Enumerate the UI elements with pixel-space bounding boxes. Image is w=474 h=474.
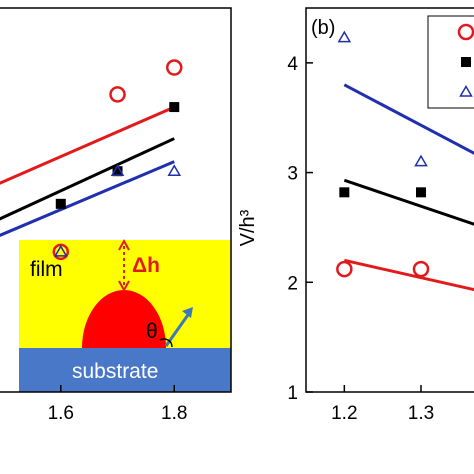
- point-red-2: [166, 59, 183, 76]
- film-label: film: [30, 258, 63, 281]
- point-black-0: [339, 187, 350, 198]
- contact-angle-arc: [159, 338, 173, 348]
- point-red-0: [336, 260, 353, 278]
- contact-angle-arrow: [164, 311, 192, 347]
- point-blue-2: [167, 164, 182, 176]
- y-tick-label: 1: [287, 383, 298, 404]
- contact-angle-arrowhead: [182, 307, 193, 318]
- delta-h-label: Δh: [132, 254, 160, 277]
- substrate-label: substrate: [72, 360, 158, 383]
- point-red-1: [412, 260, 430, 278]
- fit-line-blue: [0, 160, 175, 237]
- axes: [305, 7, 474, 393]
- panel-label: (b): [311, 17, 335, 39]
- legend-marker-red: [457, 23, 474, 41]
- plot-frame: [0, 7, 232, 393]
- data-points: [336, 30, 430, 278]
- data-points: [52, 59, 183, 261]
- x-tick-label: 1.6: [48, 403, 74, 424]
- point-black-2: [169, 102, 180, 113]
- point-blue-1: [110, 164, 125, 176]
- plot-frame: [305, 7, 474, 393]
- substrate-layer: [19, 348, 231, 392]
- delta-h-arrowhead-bottom: [118, 280, 130, 293]
- point-blue-1: [414, 154, 428, 167]
- legend: [427, 15, 474, 109]
- fit-line-black: [0, 137, 175, 221]
- delta-h-arrowhead-top: [118, 238, 130, 251]
- droplet: [82, 290, 166, 348]
- fit-lines: [0, 105, 175, 237]
- x-tick-label: 1.3: [408, 403, 434, 424]
- point-red-0: [52, 243, 70, 261]
- point-black-0: [55, 198, 66, 209]
- x-ticks: 1.2 1.3: [331, 385, 434, 424]
- fit-line-red: [344, 258, 474, 292]
- panel-a: film substrate Δh θ 1.6 1.8: [0, 7, 232, 424]
- theta-label: θ: [146, 320, 158, 343]
- legend-marker-black: [461, 57, 471, 67]
- fit-line-black: [343, 178, 474, 226]
- fit-line-red: [0, 105, 175, 185]
- point-blue-0: [337, 30, 352, 43]
- x-tick-label: 1.2: [331, 403, 357, 424]
- y-ticks: 1 2 3 4: [287, 54, 313, 404]
- point-red-1: [109, 86, 126, 103]
- inset-schematic: film substrate Δh θ: [19, 238, 231, 392]
- fit-lines: [343, 83, 474, 292]
- y-tick-label: 4: [287, 54, 298, 75]
- y-tick-label: 3: [287, 164, 298, 185]
- y-tick-label: 2: [287, 273, 298, 294]
- y-axis-title: V/h³: [237, 209, 259, 246]
- point-black-1: [112, 166, 123, 177]
- x-tick-label: 1.8: [161, 403, 187, 424]
- point-blue-0: [53, 244, 68, 257]
- point-black-1: [416, 187, 426, 198]
- axes: [0, 7, 232, 393]
- legend-marker-blue: [459, 85, 473, 97]
- x-ticks: 1.6 1.8: [48, 385, 187, 424]
- panel-b: 1.2 1.3 1 2 3 4 (b) V/h³: [237, 7, 474, 424]
- fit-line-blue: [343, 83, 474, 155]
